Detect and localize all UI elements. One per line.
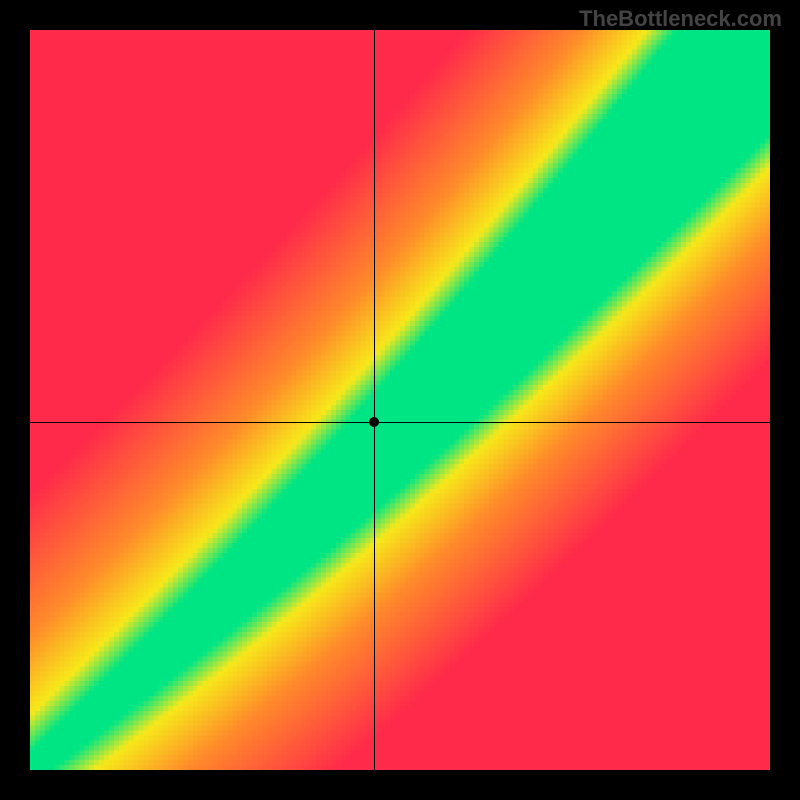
chart-container: TheBottleneck.com — [0, 0, 800, 800]
crosshair-horizontal — [30, 422, 770, 423]
plot-area — [30, 30, 770, 770]
crosshair-marker-dot — [369, 417, 379, 427]
watermark-text: TheBottleneck.com — [579, 6, 782, 32]
crosshair-vertical — [374, 30, 375, 770]
heatmap-canvas — [30, 30, 770, 770]
